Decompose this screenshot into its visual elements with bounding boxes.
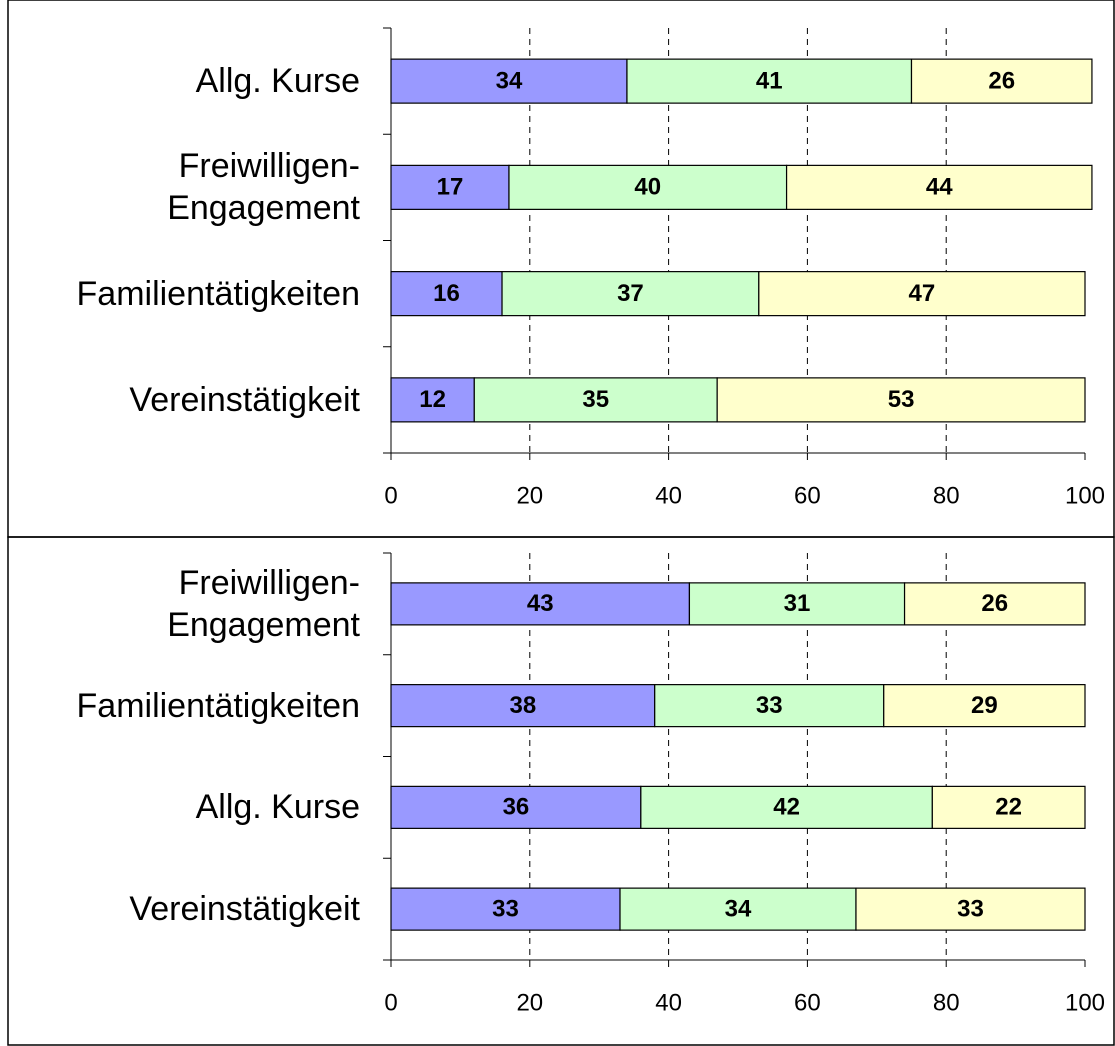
bar-segment bbox=[501, 271, 760, 317]
y-tick-label: Freiwilligen- Engagement bbox=[167, 147, 360, 228]
y-tick-label: Vereinstätigkeit bbox=[129, 380, 360, 419]
bar-segment bbox=[688, 582, 906, 626]
bar-segment bbox=[390, 58, 628, 104]
value-label: 35 bbox=[582, 386, 609, 413]
bar-segment bbox=[910, 58, 1093, 104]
value-label: 47 bbox=[909, 280, 936, 307]
x-tick-label: 60 bbox=[794, 989, 821, 1016]
value-label: 34 bbox=[496, 67, 523, 94]
value-label: 22 bbox=[995, 794, 1022, 821]
x-tick-label: 40 bbox=[655, 482, 682, 509]
y-tick-label: Allg. Kurse bbox=[195, 788, 360, 827]
y-tick-label: Allg. Kurse bbox=[195, 62, 360, 101]
value-label: 38 bbox=[510, 692, 537, 719]
value-label: 36 bbox=[503, 794, 530, 821]
bar-segment bbox=[390, 377, 475, 423]
bar-segment bbox=[390, 164, 510, 210]
bar-segment bbox=[390, 785, 642, 829]
x-tick-label: 0 bbox=[384, 482, 397, 509]
x-tick-label: 80 bbox=[933, 482, 960, 509]
value-label: 44 bbox=[926, 174, 953, 201]
bar-segment bbox=[883, 684, 1086, 728]
value-label: 12 bbox=[419, 386, 446, 413]
bar-segment bbox=[473, 377, 718, 423]
bar-segment bbox=[931, 785, 1086, 829]
value-label: 40 bbox=[634, 174, 661, 201]
bar-segment bbox=[903, 582, 1086, 626]
value-label: 42 bbox=[773, 794, 800, 821]
value-label: 34 bbox=[725, 895, 752, 922]
value-label: 31 bbox=[784, 590, 811, 617]
x-tick-label: 0 bbox=[384, 989, 397, 1016]
value-label: 33 bbox=[492, 895, 519, 922]
bar-segment bbox=[716, 377, 1086, 423]
bar-segment bbox=[855, 887, 1086, 931]
value-label: 41 bbox=[756, 67, 783, 94]
bar-segment bbox=[654, 684, 885, 728]
value-label: 26 bbox=[988, 67, 1015, 94]
x-tick-label: 100 bbox=[1065, 482, 1105, 509]
value-label: 17 bbox=[437, 174, 464, 201]
panel-border bbox=[7, 536, 1115, 1046]
value-label: 37 bbox=[617, 280, 644, 307]
value-label: 53 bbox=[888, 386, 915, 413]
value-label: 16 bbox=[433, 280, 460, 307]
y-tick-label: Vereinstätigkeit bbox=[129, 890, 360, 929]
x-tick-label: 100 bbox=[1065, 989, 1105, 1016]
bar-segment bbox=[619, 887, 857, 931]
value-label: 33 bbox=[756, 692, 783, 719]
x-tick-label: 20 bbox=[516, 482, 543, 509]
bar-segment bbox=[758, 271, 1086, 317]
value-label: 29 bbox=[971, 692, 998, 719]
bar-segment bbox=[508, 164, 788, 210]
bar-segment bbox=[785, 164, 1093, 210]
bar-segment bbox=[390, 684, 656, 728]
value-label: 26 bbox=[981, 590, 1008, 617]
x-tick-label: 60 bbox=[794, 482, 821, 509]
y-tick-label: Freiwilligen- Engagement bbox=[167, 563, 360, 644]
value-label: 43 bbox=[527, 590, 554, 617]
x-tick-label: 20 bbox=[516, 989, 543, 1016]
y-tick-label: Familientätigkeiten bbox=[76, 686, 360, 725]
value-label: 33 bbox=[957, 895, 984, 922]
bar-segment bbox=[640, 785, 933, 829]
x-tick-label: 80 bbox=[933, 989, 960, 1016]
x-tick-label: 40 bbox=[655, 989, 682, 1016]
y-tick-label: Familientätigkeiten bbox=[76, 274, 360, 313]
